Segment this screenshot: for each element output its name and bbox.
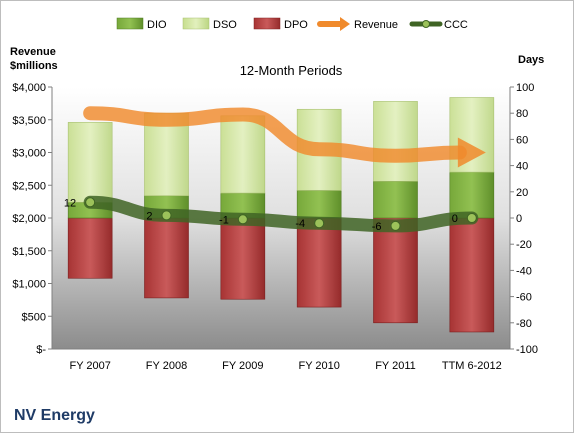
dio-bar [296,190,342,219]
left-tick-label: $500 [22,311,46,323]
right-tick-label: 100 [516,82,534,94]
dso-bar [449,97,495,173]
right-tick-label: -80 [516,318,532,330]
bar-series [67,97,495,333]
left-tick-label: $4,000 [12,82,46,94]
legend-swatch-dio [116,17,144,30]
legend-swatch-revenue [317,17,350,31]
legend-label-dpo: DPO [284,19,308,31]
ccc-data-label: 12 [64,197,76,209]
ccc-data-label: -6 [372,221,382,233]
left-tick-label: $3,000 [12,148,46,160]
right-tick-label: 80 [516,108,528,120]
legend-swatch-ccc [409,20,443,28]
right-tick-label: -20 [516,239,532,251]
right-tick-label: 0 [516,213,522,225]
right-tick-label: 20 [516,187,528,199]
dso-bar [144,112,189,197]
dso-bar [67,122,113,203]
left-tick-label: $1,000 [12,279,46,291]
ccc-point [314,218,325,229]
ccc-data-label: 2 [146,210,152,222]
dpo-bar [220,217,266,300]
right-tick-label: -100 [516,344,538,356]
ccc-line [83,195,479,233]
ccc-data-label: -4 [295,218,305,230]
x-axis-ticks: FY 2007 FY 2008 FY 2009 FY 2010 FY 2011 TTM 6… [69,360,501,372]
right-tick-label: 60 [516,134,528,146]
dpo-bar [449,217,495,333]
x-tick-label: FY 2010 [298,360,339,372]
legend-label-revenue: Revenue [354,19,398,31]
legend: DIO DSO DPO Revenue CCC [116,17,468,31]
x-tick-label: FY 2011 [375,360,416,372]
legend-swatch-dso [182,17,210,30]
x-tick-label: FY 2009 [222,360,263,372]
ccc-data-label: -1 [219,214,229,226]
left-tick-label: $2,000 [12,213,46,225]
ccc-point [237,214,248,225]
legend-label-ccc: CCC [444,19,468,31]
right-axis-title: Days [518,54,544,66]
legend-swatch-dpo [253,17,281,30]
ccc-series: 12 2 -1 -4 -6 0 [64,195,479,233]
left-tick-label: $1,500 [12,246,46,258]
left-axis-title-line1: Revenue [10,46,56,58]
right-axis-ticks: -100 -80 -60 -40 -20 0 20 40 60 80 100 [510,82,538,356]
left-axis-title-line2: $millions [10,60,58,72]
left-tick-label: $- [36,344,46,356]
ccc-data-label: 0 [452,213,458,225]
dio-bar [449,171,495,219]
dio-bar [373,181,418,219]
chart-title: 12-Month Periods [240,63,343,78]
ccc-point [161,210,172,221]
dpo-bar [373,217,418,324]
left-tick-label: $2,500 [12,180,46,192]
right-tick-label: 40 [516,161,528,173]
dso-bar [220,115,266,194]
dpo-bar [144,217,189,299]
revenue-series [83,106,486,168]
right-tick-label: -60 [516,292,532,304]
x-tick-label: FY 2008 [146,360,187,372]
x-tick-label: TTM 6-2012 [442,360,502,372]
dpo-bar [67,217,113,279]
legend-label-dso: DSO [213,19,237,31]
legend-label-dio: DIO [147,19,167,31]
left-axis-ticks: $- $500 $1,000 $1,500 $2,000 $2,500 $3,000 $3,5… [12,82,52,356]
ccc-point [466,213,477,223]
revenue-line [83,106,467,163]
dpo-bar [296,217,342,308]
company-name: NV Energy [14,407,95,424]
ccc-point [390,220,401,231]
right-tick-label: -40 [516,265,532,277]
dso-bar [373,101,418,182]
revenue-arrowhead [457,137,486,168]
left-tick-label: $3,500 [12,115,46,127]
x-tick-label: FY 2007 [69,360,110,372]
ccc-point [85,197,96,208]
